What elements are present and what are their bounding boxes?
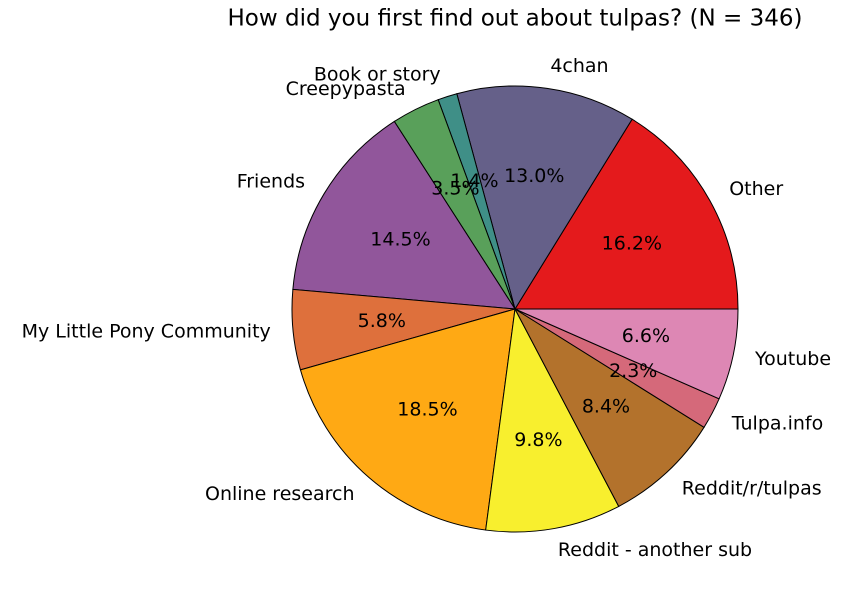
percent-label: 2.3% [609, 360, 657, 382]
slice-label: Creepypasta [286, 78, 406, 100]
percent-label: 18.5% [397, 399, 457, 421]
slice-label: Youtube [754, 348, 831, 370]
percent-label: 8.4% [582, 396, 630, 418]
slice-label: Online research [205, 483, 355, 505]
pie-slice [456, 85, 633, 311]
pie-slice [514, 118, 739, 310]
percent-label: 13.0% [504, 165, 564, 187]
pie-slice [299, 308, 516, 531]
slice-label: Book or story [314, 64, 441, 86]
pie-slice [514, 308, 739, 400]
pie-slice [513, 307, 705, 508]
percent-label: 16.2% [602, 232, 662, 254]
slice-label: Reddit/r/tulpas [682, 477, 822, 499]
percent-label: 9.8% [514, 429, 562, 451]
percent-label: 3.5% [431, 178, 479, 200]
pie-slice [485, 307, 620, 533]
slice-label: My Little Pony Community [22, 321, 271, 343]
slice-label: Friends [237, 171, 305, 193]
slice-label: Tulpa.info [731, 412, 823, 434]
slice-label: 4chan [550, 55, 608, 77]
pie-slice [292, 120, 516, 310]
chart-title: How did you first find out about tulpas?… [228, 6, 803, 32]
slice-label: Reddit - another sub [558, 539, 752, 561]
slice-label: Other [729, 178, 783, 200]
percent-label: 5.8% [358, 310, 406, 332]
percent-label: 6.6% [622, 325, 670, 347]
percent-label: 14.5% [370, 228, 430, 250]
percent-label: 1.4% [450, 170, 498, 192]
